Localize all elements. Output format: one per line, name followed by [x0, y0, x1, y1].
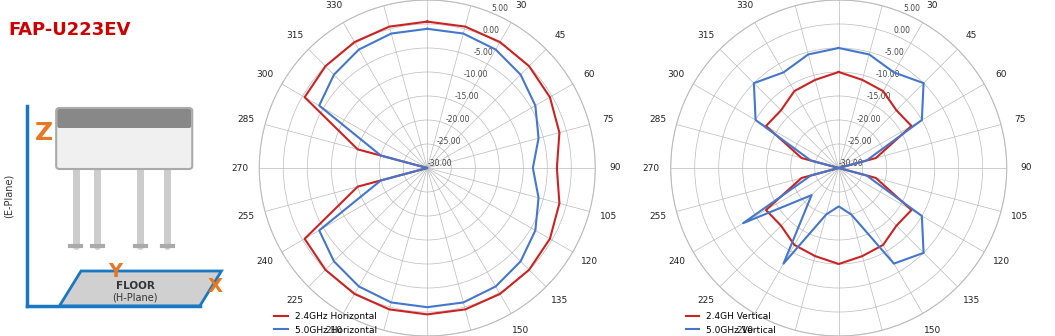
Text: (E-Plane): (E-Plane) — [3, 174, 14, 218]
Legend: 2.4GHz Horizontal, 5.0GHz Horizontal: 2.4GHz Horizontal, 5.0GHz Horizontal — [270, 308, 381, 336]
Text: (H-Plane): (H-Plane) — [112, 293, 158, 303]
FancyBboxPatch shape — [56, 108, 192, 169]
Text: FLOOR: FLOOR — [116, 281, 154, 291]
Text: X: X — [208, 277, 223, 295]
Text: FAP-U223EV: FAP-U223EV — [8, 21, 131, 39]
Polygon shape — [59, 271, 222, 306]
Text: Y: Y — [108, 262, 122, 281]
Legend: 2.4GH Vertical, 5.0GHz Vertical: 2.4GH Vertical, 5.0GHz Vertical — [682, 308, 780, 336]
Text: Z: Z — [35, 121, 53, 145]
FancyBboxPatch shape — [57, 109, 191, 128]
